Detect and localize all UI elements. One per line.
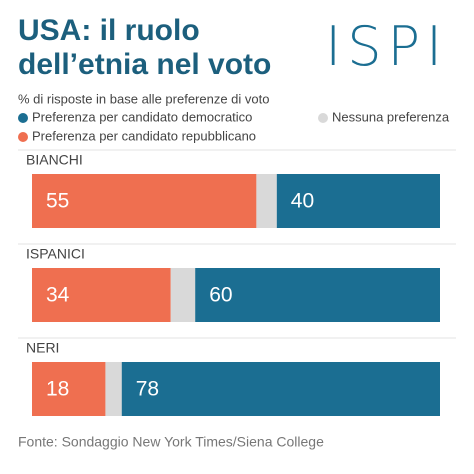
value-label: 40: [291, 190, 314, 213]
value-label: 78: [136, 378, 159, 401]
value-label: 60: [209, 284, 232, 307]
logo: ISPI: [325, 15, 448, 78]
bar-segment: [32, 174, 257, 228]
legend-marker: [318, 113, 328, 123]
legend-label: Nessuna preferenza: [332, 109, 450, 124]
bar-segment: [195, 268, 440, 322]
legend-marker: [18, 113, 28, 123]
legend-label: Preferenza per candidato democratico: [32, 109, 252, 124]
legend-marker: [18, 132, 28, 142]
chart-title: USA: il ruolo dell’etnia nel voto: [18, 14, 272, 81]
bar-segment: [32, 268, 171, 322]
value-label: 18: [46, 378, 69, 401]
value-label: 55: [46, 190, 69, 213]
value-label: 34: [46, 284, 70, 307]
subtitle: % di risposte in base alle preferenze di…: [18, 91, 269, 106]
bar-segment: [276, 174, 440, 228]
bar-segment: [170, 268, 196, 322]
bar-segment: [105, 362, 122, 416]
category-label: ISPANICI: [26, 246, 85, 262]
category-label: NERI: [26, 340, 59, 356]
source: Fonte: Sondaggio New York Times/Siena Co…: [18, 434, 324, 450]
legend-label: Preferenza per candidato repubblicano: [32, 128, 256, 143]
bar-segment: [32, 362, 106, 416]
bar-segment: [256, 174, 277, 228]
category-label: BIANCHI: [26, 152, 83, 168]
bar-segment: [121, 362, 440, 416]
